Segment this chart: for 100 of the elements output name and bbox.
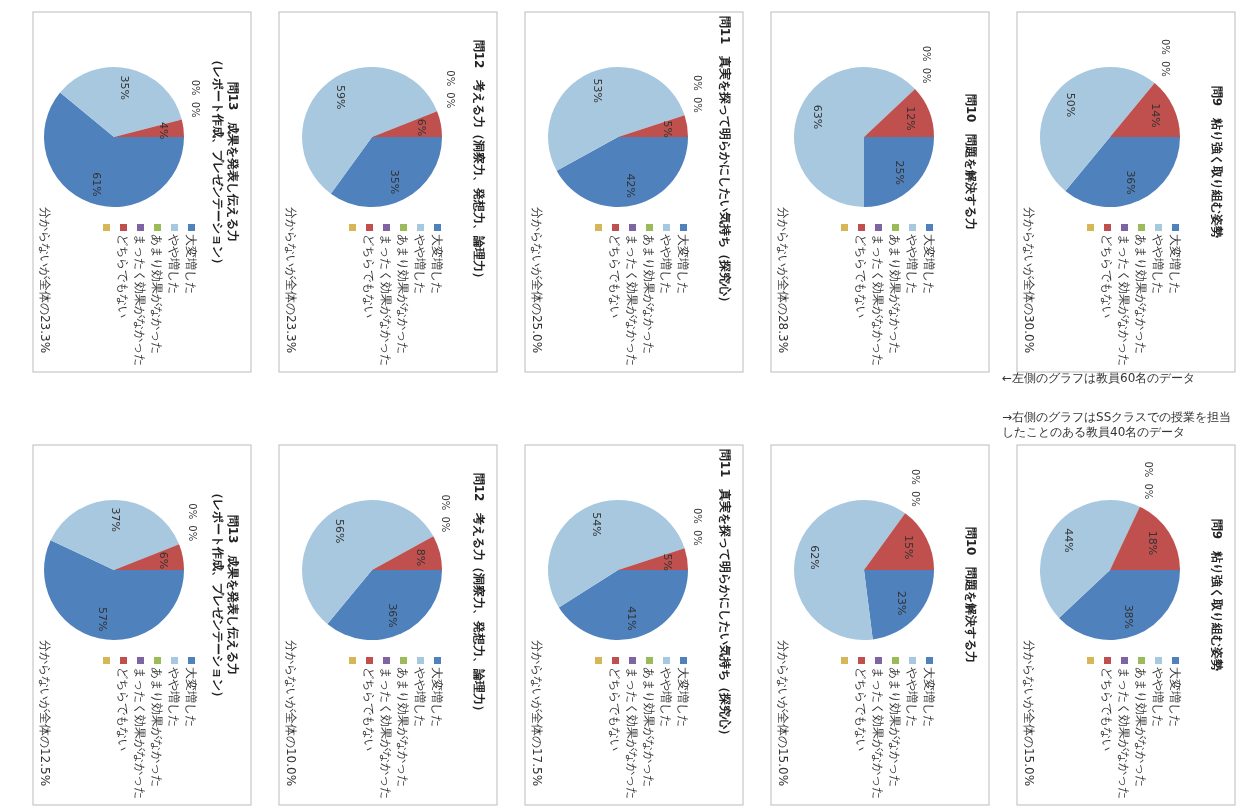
text: 0% (692, 529, 704, 546)
text: 分からないが全体の12.5% (38, 639, 52, 787)
text: 分からないが全体の10.0% (284, 639, 298, 787)
data-label: 54% (589, 512, 603, 537)
data-label: 53% (590, 78, 604, 103)
text: 0% (1143, 461, 1155, 478)
data-label: 6% (414, 118, 428, 137)
text: 0% (189, 79, 201, 96)
pie-slice (302, 67, 438, 194)
data-label: 5% (660, 120, 674, 138)
pie-slice (548, 67, 685, 171)
text: 問11 真実を探って明らかにしたい気持ち（探究心） (718, 448, 732, 742)
pie-slice (864, 513, 934, 570)
legend-label: あまり効果がなかった (888, 234, 902, 354)
legend-label: やや増した (413, 234, 427, 294)
legend-label: 大変増した (922, 234, 936, 294)
legend-label: まったく効果がなかった (871, 234, 885, 366)
text: ←左側のグラフは教員60名のデータ (1002, 371, 1196, 385)
legend-label: あまり効果がなかった (150, 234, 164, 354)
legend-label: 大変増した (1168, 234, 1182, 294)
text: →右側のグラフはSSクラスでの授業を担当したことのある教員40名のデータ (1002, 410, 1232, 439)
data-label: 25% (892, 160, 906, 185)
legend-label: あまり効果がなかった (642, 234, 656, 354)
pie-slice (1058, 570, 1180, 640)
legend-label: どちらでもない (1100, 234, 1114, 318)
data-label: 44% (1062, 528, 1076, 553)
legend-label: やや増した (905, 667, 919, 727)
text: 問12 考える力（洞察力、発想力、論理力） (472, 39, 486, 285)
legend-label: あまり効果がなかった (396, 667, 410, 787)
legend-label: あまり効果がなかった (888, 667, 902, 787)
pie-slice (1065, 137, 1180, 207)
legend-label: どちらでもない (362, 667, 376, 751)
text: 0% (692, 96, 704, 113)
pie-slice (558, 570, 688, 640)
pie-slice (330, 137, 442, 207)
legend-label: どちらでもない (362, 234, 376, 318)
legend-label: やや増した (905, 234, 919, 294)
legend-label: まったく効果がなかった (379, 234, 393, 366)
legend-label: 大変増した (676, 234, 690, 294)
data-label: 15% (901, 534, 915, 560)
legend-label: あまり効果がなかった (150, 667, 164, 787)
legend-label: あまり効果がなかった (642, 667, 656, 787)
legend-label: あまり効果がなかった (1134, 234, 1148, 354)
data-label: 6% (156, 551, 170, 570)
legend-label: あまり効果がなかった (1134, 667, 1148, 787)
legend-label: どちらでもない (116, 667, 130, 751)
legend-label: まったく効果がなかった (871, 667, 885, 799)
text: 問9 粘り強く取り組む姿勢 (1210, 518, 1224, 672)
legend-label: 大変増した (184, 234, 198, 294)
legend-label: どちらでもない (116, 234, 130, 318)
pie-slice (44, 540, 184, 640)
text: 問13 成果を発表し伝える力（レポート作成、プレゼンテーション） (211, 54, 240, 270)
text: 0% (440, 494, 452, 511)
legend-label: やや増した (167, 667, 181, 727)
legend-label: 大変増した (922, 667, 936, 727)
text: 0% (186, 503, 198, 520)
text: 分からないが全体の15.0% (776, 639, 790, 787)
legend-label: まったく効果がなかった (133, 667, 147, 799)
text: 0% (444, 70, 456, 87)
pie-slice (1110, 83, 1180, 137)
text: 0% (444, 92, 456, 109)
data-label: 62% (808, 545, 822, 570)
legend-label: やや増した (1151, 234, 1165, 294)
pie-slice (50, 500, 180, 570)
data-label: 36% (386, 603, 400, 628)
text: 0% (692, 74, 704, 91)
data-label: 35% (387, 169, 401, 195)
legend-label: まったく効果がなかった (379, 667, 393, 799)
pie-slice (548, 500, 685, 608)
text: 0% (1143, 483, 1155, 500)
text: 問10 問題を解決する力 (964, 526, 978, 664)
data-label: 42% (623, 173, 637, 199)
data-label: 50% (1064, 92, 1078, 118)
legend-label: やや増した (413, 667, 427, 727)
data-label: 14% (1148, 103, 1162, 128)
text: 0% (189, 101, 201, 118)
text: 分からないが全体の23.3% (284, 206, 298, 354)
legend-label: 大変増した (676, 667, 690, 727)
data-label: 59% (334, 84, 348, 110)
legend-label: あまり効果がなかった (396, 234, 410, 354)
pie-slice (864, 570, 934, 640)
pie-slice (372, 111, 442, 137)
legend-label: まったく効果がなかった (1117, 234, 1131, 366)
legend-label: 大変増した (1168, 667, 1182, 727)
pie-slice (864, 89, 934, 137)
text: 問13 成果を発表し伝える力（レポート作成、プレゼンテーション） (211, 487, 240, 703)
data-label: 35% (117, 75, 131, 101)
text: 0% (186, 525, 198, 542)
pie-slice (618, 548, 688, 570)
legend-label: やや増した (167, 234, 181, 294)
legend-label: どちらでもない (608, 667, 622, 751)
data-label: 4% (157, 121, 170, 140)
text: 分からないが全体の28.3% (776, 206, 790, 354)
pie-slice (372, 536, 442, 570)
pie-slice (794, 67, 916, 207)
data-label: 57% (96, 606, 110, 632)
legend-label: やや増した (659, 234, 673, 294)
text: 0% (920, 45, 932, 62)
data-label: 37% (108, 507, 122, 532)
text: 問10 問題を解決する力 (964, 93, 978, 231)
